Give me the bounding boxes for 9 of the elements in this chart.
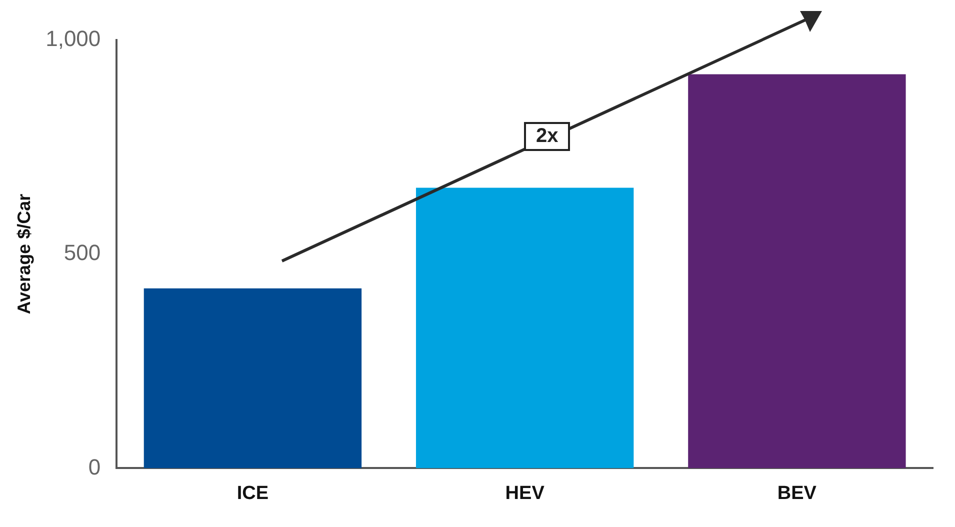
x-tick-label: ICE: [236, 482, 269, 504]
y-tick-label: 500: [64, 240, 101, 266]
y-axis-title: Average $/Car: [14, 194, 34, 314]
x-tick-label: HEV: [505, 482, 545, 504]
y-tick-label: 0: [88, 454, 101, 480]
y-tick-label: 1,000: [46, 26, 101, 52]
x-tick-label: BEV: [777, 482, 817, 504]
bar: [144, 288, 362, 468]
annotation: 2x: [524, 122, 570, 151]
